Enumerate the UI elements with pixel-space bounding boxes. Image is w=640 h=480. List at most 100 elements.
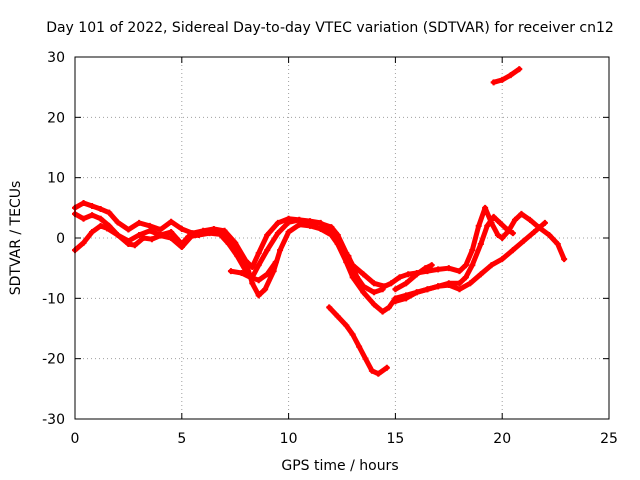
y-tick-label: 0 <box>56 231 65 247</box>
data-point <box>232 244 239 251</box>
x-tick-label: 5 <box>177 431 186 447</box>
series-line <box>491 66 522 85</box>
series-track-8 <box>490 66 523 86</box>
data-point <box>482 204 489 211</box>
data-point <box>97 206 104 213</box>
data-point <box>424 286 431 293</box>
data-point <box>488 262 495 269</box>
data-point <box>136 231 143 238</box>
data-point <box>210 228 217 235</box>
x-tick-label: 25 <box>600 431 618 447</box>
data-point <box>221 231 228 238</box>
data-point <box>403 280 410 287</box>
data-point <box>462 274 469 281</box>
data-point <box>255 292 262 299</box>
x-tick-label: 0 <box>71 431 80 447</box>
data-point <box>274 230 281 237</box>
data-point <box>249 263 256 270</box>
data-point <box>379 308 386 315</box>
data-point <box>146 227 153 234</box>
data-point <box>334 313 341 320</box>
series-track-1 <box>72 200 568 290</box>
data-point <box>413 271 420 278</box>
y-tick-label: 30 <box>47 50 65 66</box>
data-point <box>379 286 386 293</box>
data-point <box>264 271 271 278</box>
data-point <box>97 215 104 222</box>
data-point <box>499 256 506 263</box>
data-point <box>371 301 378 308</box>
data-point <box>456 286 463 293</box>
data-point <box>371 289 378 296</box>
data-point <box>456 280 463 287</box>
data-point <box>168 235 175 241</box>
y-tick-label: -20 <box>42 352 65 368</box>
data-point <box>277 247 284 254</box>
data-point <box>445 265 452 272</box>
data-point <box>189 231 196 238</box>
data-point <box>462 262 469 269</box>
data-point <box>520 238 527 245</box>
data-point <box>499 76 506 83</box>
data-point <box>554 241 561 248</box>
x-tick-label: 20 <box>493 431 511 447</box>
data-point <box>326 304 333 311</box>
data-point <box>104 225 111 232</box>
y-tick-label: -30 <box>42 412 65 428</box>
data-point <box>106 209 113 216</box>
data-point <box>561 256 568 263</box>
y-tick-label: 10 <box>47 171 65 187</box>
data-point <box>526 216 533 223</box>
data-point <box>255 277 262 284</box>
y-tick-label: -10 <box>42 291 65 307</box>
data-point <box>403 295 410 302</box>
data-point <box>339 247 345 254</box>
data-point <box>168 228 175 235</box>
data-point <box>503 225 510 232</box>
series-track-5 <box>392 219 548 305</box>
data-point <box>428 262 435 269</box>
data-point <box>512 216 519 223</box>
data-point <box>114 219 121 226</box>
data-point <box>80 200 87 207</box>
data-point <box>353 274 360 281</box>
data-point <box>247 274 254 281</box>
data-point <box>317 219 324 226</box>
data-series <box>72 66 568 377</box>
series-track-4 <box>227 259 279 284</box>
data-point <box>168 218 175 225</box>
data-point <box>477 271 484 278</box>
y-axis-label: SDTVAR / TECUs <box>8 181 24 296</box>
x-tick-label: 10 <box>280 431 298 447</box>
data-point <box>125 226 132 233</box>
data-point <box>392 286 399 293</box>
data-point <box>435 283 442 290</box>
data-point <box>148 236 155 243</box>
data-point <box>494 231 501 238</box>
series-line <box>72 200 567 289</box>
data-point <box>178 225 185 232</box>
chart-title: Day 101 of 2022, Sidereal Day-to-day VTE… <box>46 20 614 36</box>
data-point <box>238 269 245 276</box>
data-point <box>422 265 429 272</box>
data-point <box>200 230 207 237</box>
data-point <box>456 268 463 275</box>
series-track-7 <box>326 304 390 377</box>
series-track-6 <box>392 262 435 293</box>
data-point <box>360 289 367 296</box>
data-point <box>285 219 292 226</box>
data-point <box>178 244 185 251</box>
data-point <box>80 215 87 222</box>
data-point <box>255 250 262 257</box>
data-point <box>499 235 506 241</box>
data-point <box>469 262 476 269</box>
data-point <box>531 228 538 235</box>
data-point <box>131 242 138 249</box>
data-point <box>136 219 143 226</box>
data-point <box>396 274 403 281</box>
data-point <box>272 259 279 266</box>
tick-labels: 0 5 10 15 20 25 -30 -20 -10 0 10 20 30 <box>42 50 618 447</box>
x-tick-label: 15 <box>386 431 404 447</box>
data-point <box>317 225 324 232</box>
y-tick-label: 20 <box>47 110 65 126</box>
